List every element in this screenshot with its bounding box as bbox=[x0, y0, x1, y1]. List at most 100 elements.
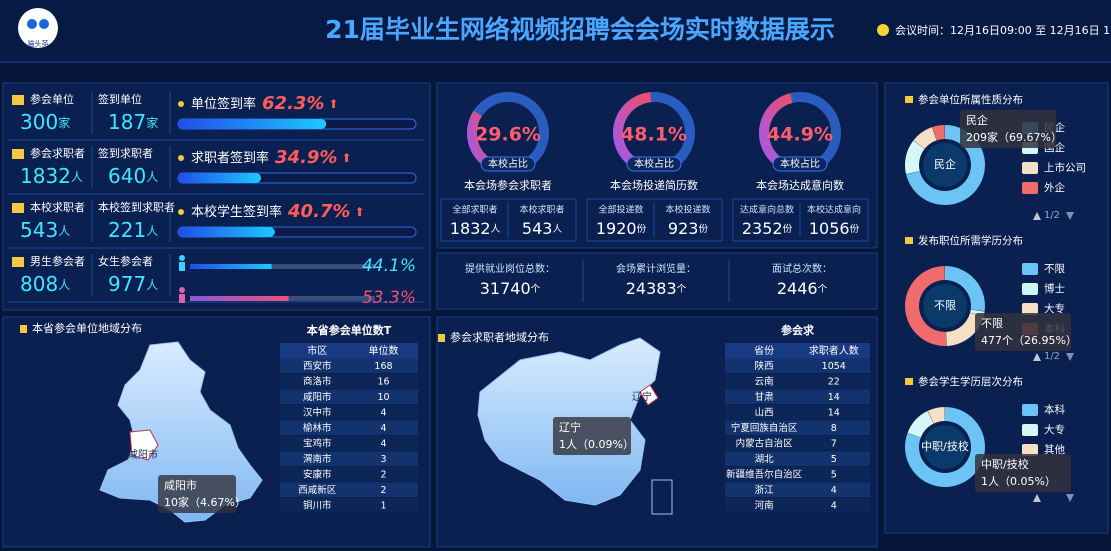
table-cell: 16 bbox=[377, 376, 389, 387]
pager: 1/2 bbox=[1044, 351, 1060, 362]
donut-slice bbox=[905, 266, 947, 346]
tooltip-box bbox=[975, 313, 1071, 351]
tooltip-box bbox=[960, 110, 1056, 148]
legend-swatch bbox=[1022, 424, 1038, 436]
stat-value: 977人 bbox=[108, 272, 158, 296]
clock-icon bbox=[877, 24, 889, 36]
pager-arrow bbox=[1066, 212, 1074, 220]
stat-label: 签到求职者 bbox=[98, 146, 153, 160]
progress-bar bbox=[178, 227, 275, 237]
progress-track bbox=[190, 264, 375, 269]
table-row-bg bbox=[280, 467, 418, 482]
legend-swatch bbox=[1022, 303, 1038, 315]
gauge-tag: 本校占比 bbox=[634, 157, 674, 170]
donut-slice bbox=[905, 140, 925, 175]
icon bbox=[12, 203, 24, 213]
legend-label: 本科 bbox=[1044, 403, 1066, 416]
table-cell: 内蒙古自治区 bbox=[736, 437, 794, 449]
donut-slice bbox=[946, 312, 984, 346]
legend-label: 大专 bbox=[1044, 302, 1065, 315]
cell-value: 1920份 bbox=[596, 219, 647, 238]
south-sea-box bbox=[651, 479, 673, 515]
header-bar bbox=[0, 0, 1111, 62]
panel-title: 参会单位所属性质分布 bbox=[918, 93, 1023, 106]
panel-title: 本省参会单位地域分布 bbox=[32, 321, 142, 335]
cell-label: 本校求职者 bbox=[519, 204, 564, 216]
cell-value: 1832人 bbox=[450, 219, 501, 238]
gauge-tag-box bbox=[480, 156, 536, 172]
legend-swatch bbox=[1022, 404, 1038, 416]
table-header: 市区 bbox=[307, 344, 327, 357]
rate-value: 44.1% bbox=[362, 256, 416, 276]
gauge-caption: 本会场参会求职者 bbox=[464, 178, 552, 192]
table-cell: 榆林市 bbox=[303, 422, 332, 434]
cell-value-unit: 份 bbox=[637, 223, 647, 235]
cell-label: 全部求职者 bbox=[452, 204, 497, 216]
cell-value-number: 1056 bbox=[809, 219, 850, 238]
stat-label: 签到单位 bbox=[98, 92, 142, 106]
stat-value: 221人 bbox=[108, 218, 158, 242]
stat-label: 女生参会者 bbox=[98, 254, 153, 268]
cell-box bbox=[440, 198, 577, 242]
cell-value-unit: 人 bbox=[552, 224, 562, 235]
legend-label: 大专 bbox=[1044, 423, 1065, 436]
stat-value-unit: 家 bbox=[146, 115, 158, 130]
table-row-bg bbox=[280, 482, 418, 497]
table-cell: 铜川市 bbox=[303, 499, 332, 511]
logo bbox=[18, 8, 58, 48]
table-title: 参会求 bbox=[781, 323, 815, 337]
tooltip-name: 中职/技校 bbox=[981, 457, 1029, 471]
stat-value: 300家 bbox=[20, 110, 70, 134]
donut-center bbox=[923, 143, 967, 187]
table-cell: 宝鸡市 bbox=[303, 437, 332, 449]
table-row-bg bbox=[725, 451, 870, 466]
stat-value-unit: 人 bbox=[146, 224, 158, 238]
donut-slice bbox=[913, 127, 937, 149]
rate-value: 53.3% bbox=[362, 288, 416, 308]
cell-value: 1056份 bbox=[809, 219, 860, 238]
legend-swatch bbox=[1022, 182, 1038, 194]
table-cell: 22 bbox=[828, 376, 840, 387]
table-row-bg bbox=[725, 482, 870, 497]
tooltip-value: 1人（0.09%） bbox=[559, 438, 634, 451]
table-title: 本省参会单位数T bbox=[307, 323, 392, 337]
tooltip-box bbox=[975, 454, 1071, 492]
stat-value-unit: 家 bbox=[58, 115, 70, 130]
cell-value-number: 2352 bbox=[742, 219, 783, 238]
rate-value: 40.7% bbox=[287, 201, 350, 222]
gauge-tag-box bbox=[772, 156, 828, 172]
donut-center-label: 中职/技校 bbox=[921, 439, 969, 453]
table-cell: 14 bbox=[828, 392, 840, 403]
bullet bbox=[178, 101, 184, 107]
tooltip-name: 咸阳市 bbox=[164, 478, 197, 492]
stat-value: 808人 bbox=[20, 272, 70, 296]
total-value-number: 31740 bbox=[480, 279, 531, 298]
rate-arrow: ⬆ bbox=[341, 151, 351, 165]
cell-value-number: 543 bbox=[522, 219, 553, 238]
stat-label: 本校签到求职者 bbox=[98, 200, 175, 214]
title-icon bbox=[438, 334, 445, 342]
rate-arrow: ⬆ bbox=[354, 205, 364, 219]
cell-value-unit: 份 bbox=[698, 223, 708, 235]
page-title: 21届毕业生网络视频招聘会会场实时数据展示 bbox=[325, 15, 835, 44]
stat-value-number: 187 bbox=[108, 110, 146, 134]
tooltip-name: 辽宁 bbox=[559, 420, 581, 434]
table-row-bg bbox=[280, 389, 418, 404]
icon bbox=[12, 149, 24, 159]
stat-label: 男生参会者 bbox=[30, 254, 85, 268]
table-row-bg bbox=[725, 420, 870, 435]
stat-label: 参会单位 bbox=[30, 92, 74, 106]
gauge-tag-box bbox=[626, 156, 682, 172]
progress-bar bbox=[178, 173, 262, 183]
donut-slice bbox=[927, 407, 945, 424]
total-value-number: 2446 bbox=[777, 279, 818, 298]
stat-value-unit: 人 bbox=[71, 170, 83, 184]
tooltip-value: 10家（4.67%） bbox=[164, 495, 246, 509]
rate-value: 62.3% bbox=[262, 93, 324, 114]
progress-bar bbox=[190, 264, 272, 269]
table-header: 省份 bbox=[754, 344, 774, 357]
rate-value: 34.9% bbox=[275, 147, 337, 168]
legend-swatch bbox=[1022, 283, 1038, 295]
stat-value-number: 543 bbox=[20, 218, 58, 242]
